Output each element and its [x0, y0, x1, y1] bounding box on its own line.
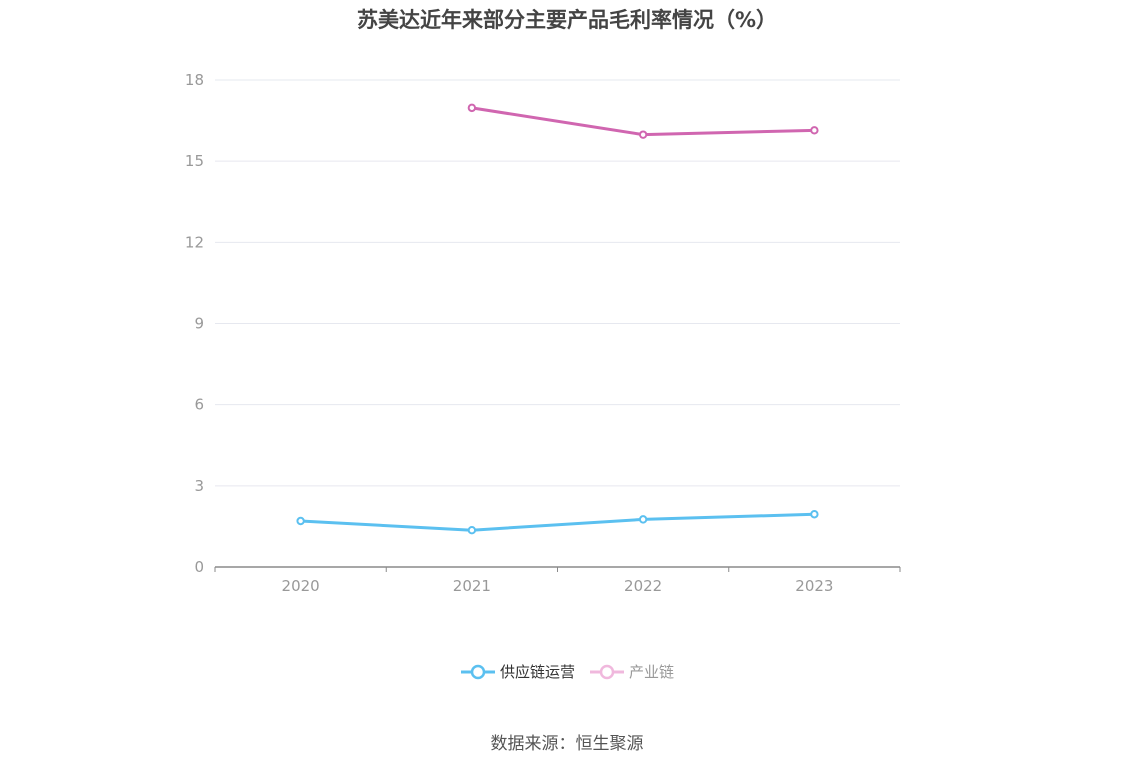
chart-title: 苏美达近年来部分主要产品毛利率情况（%）: [356, 8, 778, 32]
legend-label-series-1: 产业链: [629, 663, 675, 681]
legend-item-series-0[interactable]: 供应链运营: [460, 662, 575, 682]
axes: 0 3 6 9 12 15 18 2020 2021 2022 2023: [185, 71, 901, 595]
x-tick-label: 2023: [795, 577, 833, 595]
legend-line-circle-icon: [460, 664, 495, 680]
x-tick-label: 2020: [282, 577, 320, 595]
y-tick-label: 15: [185, 152, 204, 170]
y-tick-label: 0: [194, 558, 204, 576]
data-point-series-1-2021[interactable]: [467, 103, 477, 113]
data-point-series-0-2020[interactable]: [296, 516, 305, 526]
data-point-series-0-2022[interactable]: [638, 515, 648, 524]
data-point-series-1-2022[interactable]: [638, 130, 648, 139]
gridlines: [215, 79, 900, 487]
y-tick-label: 18: [185, 71, 204, 89]
data-point-series-0-2023[interactable]: [810, 510, 819, 519]
y-tick-label: 6: [194, 396, 204, 414]
y-tick-label: 12: [185, 233, 204, 251]
x-tick-label: 2021: [453, 577, 491, 595]
source-note: 数据来源：恒生聚源: [490, 734, 644, 754]
series-line-0: [300, 512, 815, 532]
y-tick-label: 9: [194, 315, 204, 333]
legend-line-circle-icon: [590, 664, 624, 680]
legend-item-series-1[interactable]: 产业链: [589, 662, 674, 682]
legend: 供应链运营 产业链: [0, 662, 1134, 682]
data-point-series-1-2023[interactable]: [810, 126, 819, 135]
x-tick-label: 2022: [624, 577, 662, 595]
series: [296, 103, 819, 535]
legend-label-series-0: 供应链运营: [499, 663, 575, 681]
y-tick-label: 3: [194, 477, 204, 495]
data-point-series-0-2021[interactable]: [467, 526, 477, 535]
